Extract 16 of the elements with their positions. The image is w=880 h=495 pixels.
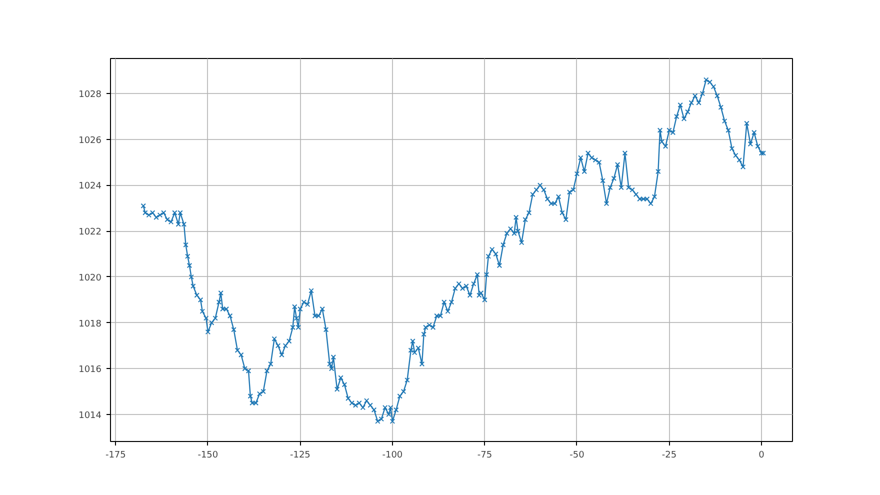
x-tick-label: -150 xyxy=(198,450,218,460)
y-tick-label: 1026 xyxy=(78,136,102,146)
y-tick-label: 1022 xyxy=(78,228,102,238)
y-tick-label: 1020 xyxy=(78,273,102,284)
y-tick-label: 1016 xyxy=(78,365,102,376)
x-tick-label: -75 xyxy=(477,450,492,460)
y-tick-label: 1028 xyxy=(78,90,102,100)
y-tick-label: 1018 xyxy=(78,319,102,330)
x-tick-label: 0 xyxy=(758,450,765,460)
y-tick-label: 1024 xyxy=(78,182,102,192)
x-tick-label: -175 xyxy=(105,450,126,460)
y-tick-label: 1014 xyxy=(78,410,102,421)
x-tick-label: -125 xyxy=(290,450,310,460)
x-tick-label: -25 xyxy=(662,450,677,460)
x-tick-label: -50 xyxy=(570,450,585,460)
x-tick-label: -100 xyxy=(382,450,403,460)
